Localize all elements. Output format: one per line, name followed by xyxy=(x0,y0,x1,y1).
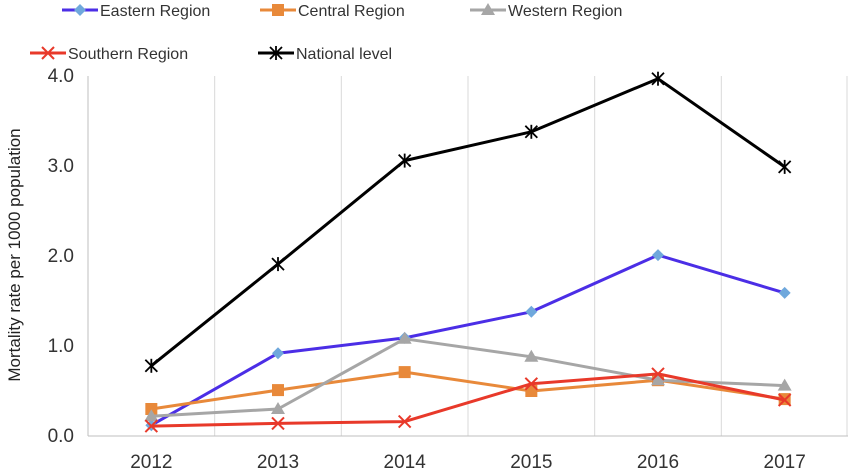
data-point xyxy=(144,419,159,433)
data-point xyxy=(651,367,665,381)
data-point xyxy=(398,366,411,379)
legend-swatch-marker xyxy=(41,46,55,60)
data-point xyxy=(397,414,412,429)
data-point xyxy=(398,153,412,168)
data-point xyxy=(651,373,665,386)
data-point xyxy=(651,71,665,86)
legend-swatch-marker xyxy=(269,46,283,60)
series-western-region xyxy=(144,331,792,422)
y-tick-label: 4.0 xyxy=(48,66,74,87)
axes: 0.0 1.0 2.0 3.0 4.0 2012 2013 2014 2015 2016 2017 xyxy=(48,66,848,473)
data-point xyxy=(271,257,285,272)
legend-item: Central Region xyxy=(260,3,405,20)
legend-item: Southern Region xyxy=(30,46,188,63)
series-line xyxy=(150,77,786,367)
series-line xyxy=(151,372,785,428)
y-axis-title: Mortality rate per 1000 population xyxy=(5,128,24,381)
data-point xyxy=(524,377,539,391)
data-point xyxy=(777,378,792,391)
y-tick-label: 0.0 xyxy=(48,426,74,447)
data-point xyxy=(525,305,538,318)
y-tick-label: 3.0 xyxy=(48,156,74,177)
legend-swatch-marker xyxy=(481,3,495,15)
x-tick-label: 2013 xyxy=(257,452,299,473)
legend-label: National level xyxy=(296,46,392,63)
y-tick-label: 1.0 xyxy=(48,336,74,357)
series-line xyxy=(150,253,786,427)
x-tick-label: 2015 xyxy=(510,452,552,473)
gridlines xyxy=(214,76,848,436)
series-layer xyxy=(144,71,792,433)
legend-swatch-marker xyxy=(272,4,284,16)
data-point xyxy=(272,347,284,360)
legend-item: National level xyxy=(258,46,392,63)
data-point xyxy=(397,331,412,344)
x-tick-label: 2017 xyxy=(764,452,806,473)
data-point xyxy=(778,159,792,174)
data-point xyxy=(271,402,285,414)
legend-label: Southern Region xyxy=(68,46,188,63)
data-point xyxy=(272,384,284,397)
legend-item: Western Region xyxy=(470,3,622,20)
series-line xyxy=(151,370,785,411)
series-southern-region xyxy=(144,367,792,433)
data-point xyxy=(777,393,792,407)
series-national-level xyxy=(144,71,792,373)
data-point xyxy=(524,124,538,139)
x-tick-label: 2016 xyxy=(637,452,679,473)
x-tick-label: 2012 xyxy=(130,452,172,473)
series-line xyxy=(151,337,785,418)
data-point xyxy=(271,416,285,431)
x-tick-label: 2014 xyxy=(384,452,427,473)
legend-item: Eastern Region xyxy=(62,3,210,20)
y-tick-label: 2.0 xyxy=(48,246,74,267)
data-point xyxy=(145,403,158,415)
legend: Eastern Region Central Region Western Regi… xyxy=(30,3,622,63)
data-point xyxy=(144,409,159,422)
data-point xyxy=(524,349,539,362)
data-point xyxy=(144,358,158,373)
legend-swatch-marker xyxy=(74,4,86,16)
data-point xyxy=(652,249,664,262)
legend-label: Central Region xyxy=(298,3,405,20)
legend-label: Eastern Region xyxy=(100,3,210,20)
data-point xyxy=(778,286,791,299)
legend-label: Western Region xyxy=(508,3,622,20)
